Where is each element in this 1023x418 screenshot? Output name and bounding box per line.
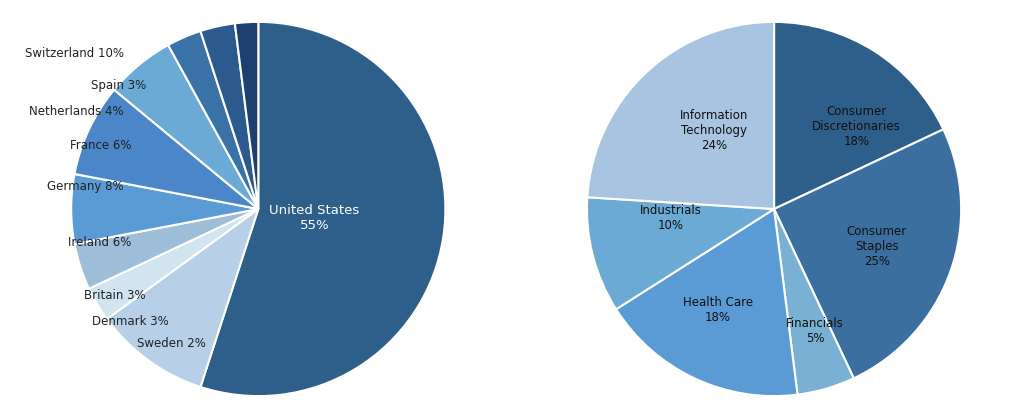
Text: Spain 3%: Spain 3%: [91, 79, 146, 92]
Wedge shape: [75, 90, 258, 209]
Wedge shape: [107, 209, 258, 387]
Text: Financials
5%: Financials 5%: [787, 316, 844, 344]
Wedge shape: [168, 31, 258, 209]
Text: Sweden 2%: Sweden 2%: [137, 337, 206, 350]
Text: Denmark 3%: Denmark 3%: [92, 315, 169, 328]
Wedge shape: [235, 22, 258, 209]
Wedge shape: [75, 209, 258, 289]
Wedge shape: [72, 174, 258, 244]
Wedge shape: [201, 22, 445, 396]
Text: Information
Technology
24%: Information Technology 24%: [680, 109, 749, 152]
Text: Ireland 6%: Ireland 6%: [68, 236, 131, 249]
Wedge shape: [587, 197, 774, 309]
Text: United States
55%: United States 55%: [269, 204, 359, 232]
Text: Consumer
Staples
25%: Consumer Staples 25%: [847, 225, 907, 268]
Text: Britain 3%: Britain 3%: [84, 288, 146, 301]
Text: France 6%: France 6%: [70, 139, 131, 152]
Wedge shape: [89, 209, 258, 319]
Wedge shape: [774, 22, 943, 209]
Wedge shape: [115, 45, 258, 209]
Text: Consumer
Discretionaries
18%: Consumer Discretionaries 18%: [812, 105, 901, 148]
Text: Health Care
18%: Health Care 18%: [683, 296, 753, 324]
Wedge shape: [616, 209, 798, 396]
Text: Netherlands 4%: Netherlands 4%: [29, 105, 124, 118]
Text: Industrials
10%: Industrials 10%: [640, 204, 702, 232]
Text: Germany 8%: Germany 8%: [47, 180, 124, 193]
Wedge shape: [774, 209, 854, 395]
Wedge shape: [774, 129, 962, 378]
Wedge shape: [587, 22, 774, 209]
Wedge shape: [201, 23, 258, 209]
Text: Switzerland 10%: Switzerland 10%: [25, 47, 124, 60]
